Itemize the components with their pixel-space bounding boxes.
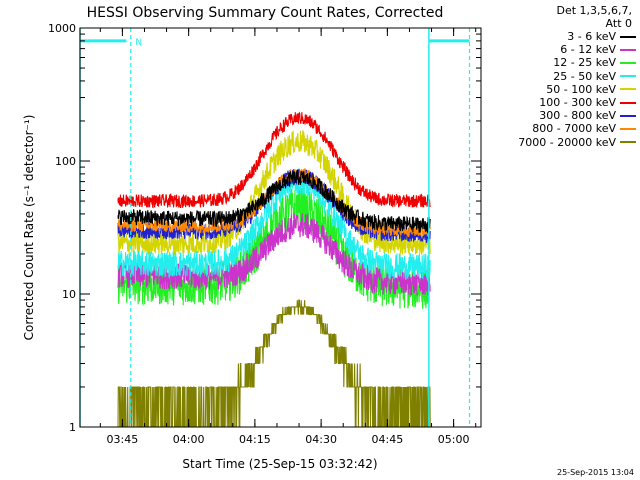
x-axis-label: Start Time (25-Sep-15 03:32:42)	[182, 457, 377, 471]
x-tick-label: 04:45	[372, 433, 404, 446]
series-line-0	[117, 169, 431, 233]
legend-swatch	[620, 88, 636, 91]
legend-entry-label: 3 - 6 keV	[567, 30, 616, 44]
series-line-2	[117, 186, 431, 309]
legend-entry-label: 800 - 7000 keV	[532, 122, 616, 136]
series-line-1	[117, 213, 431, 296]
y-tick-label: 100	[55, 155, 76, 168]
legend-entry: 7000 - 20000 keV	[486, 136, 636, 149]
legend-entry-label: 25 - 50 keV	[553, 69, 616, 83]
legend-entry: 3 - 6 keV	[486, 30, 636, 43]
y-tick-label: 1	[69, 421, 76, 434]
legend: Det 1,3,5,6,7, Att 0 3 - 6 keV 6 - 12 keV…	[486, 4, 636, 149]
legend-swatch	[620, 48, 636, 51]
legend-swatch	[620, 35, 636, 38]
legend-entry-label: 50 - 100 keV	[546, 82, 616, 96]
legend-entry-label: 6 - 12 keV	[560, 43, 616, 57]
x-tick-label: 04:15	[239, 433, 271, 446]
legend-entry: 6 - 12 keV	[486, 43, 636, 56]
plot-frame	[79, 27, 482, 428]
x-tick-label: 03:45	[107, 433, 139, 446]
legend-entry: 100 - 300 keV	[486, 96, 636, 109]
legend-header-line-1: Det 1,3,5,6,7,	[556, 4, 632, 17]
legend-swatch	[620, 114, 636, 117]
legend-swatch	[620, 75, 636, 78]
legend-entry-label: 100 - 300 keV	[539, 96, 616, 110]
night-marker-label: N	[135, 38, 142, 48]
legend-swatch	[620, 127, 636, 130]
legend-entry: 25 - 50 keV	[486, 70, 636, 83]
legend-entry: 300 - 800 keV	[486, 109, 636, 122]
legend-entry-label: 12 - 25 keV	[553, 56, 616, 70]
legend-swatch	[620, 61, 636, 64]
legend-entry: 50 - 100 keV	[486, 83, 636, 96]
chart-title: HESSI Observing Summary Count Rates, Cor…	[87, 5, 444, 21]
legend-swatch	[620, 141, 636, 144]
legend-entry-label: 300 - 800 keV	[539, 109, 616, 123]
y-tick-label: 1000	[48, 22, 76, 35]
timestamp-stamp: 25-Sep-2015 13:04	[557, 468, 634, 477]
legend-entry: 12 - 25 keV	[486, 56, 636, 69]
series-line-3	[117, 168, 431, 281]
legend-header-line-2: Att 0	[605, 17, 632, 30]
series-line-8	[117, 299, 431, 428]
x-tick-label: 05:00	[438, 433, 470, 446]
legend-entry: 800 - 7000 keV	[486, 122, 636, 135]
x-tick-label: 04:00	[173, 433, 205, 446]
legend-entry-label: 7000 - 20000 keV	[518, 135, 616, 149]
x-tick-label: 04:30	[305, 433, 337, 446]
series-line-5	[117, 111, 431, 209]
legend-swatch	[620, 101, 636, 104]
y-axis-label: Corrected Count Rate (s⁻¹ detector⁻¹)	[22, 115, 36, 341]
y-tick-label: 10	[62, 288, 76, 301]
